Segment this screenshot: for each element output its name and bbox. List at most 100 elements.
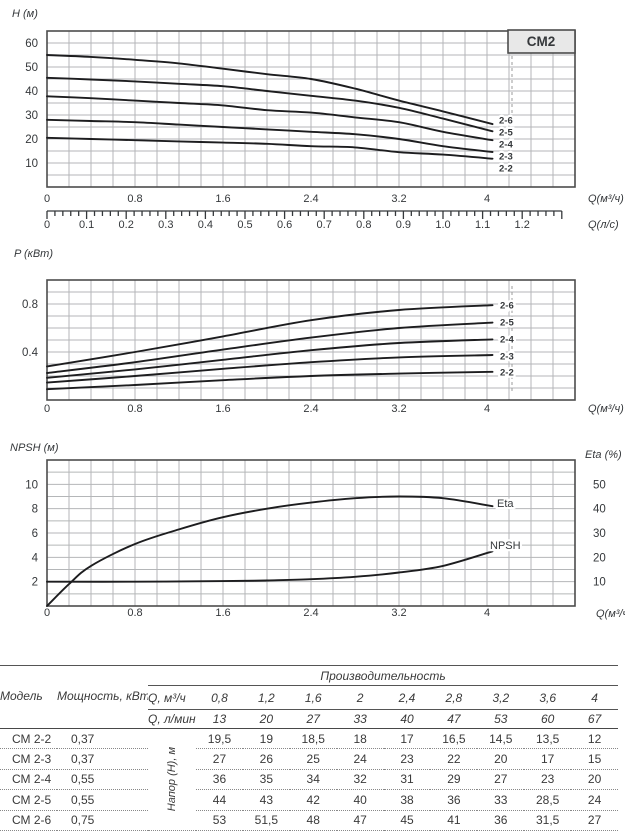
y-axis-title: NPSH (м): [10, 442, 59, 454]
table-row: СМ 2-4 0,55 36 35 34 32 31 29 27 23 20: [0, 769, 619, 791]
column-header-power: Мощность, кВт: [57, 665, 148, 729]
cell-head-value: 31,5: [524, 810, 572, 831]
curve-2-2: [46, 136, 494, 160]
curve-label-2-4: 2-4: [499, 140, 513, 151]
table-body: СМ 2-2 0,37 Напор (Н), м 19,5 19 18,5 18 17 16,5…: [0, 728, 619, 831]
q-m3h-value: 1,6: [289, 685, 337, 710]
secondary-axis-title: Q(л/с): [588, 219, 619, 231]
x-tick-label: 0: [44, 607, 50, 619]
y-tick-label: 0.4: [22, 347, 39, 359]
x-tick-label: 2.4: [303, 403, 318, 415]
curve-npsh: [46, 550, 494, 583]
y-tick-label: 8: [32, 504, 38, 516]
x-tick-label: 0: [44, 193, 50, 205]
x-tick-label: 4: [484, 193, 490, 205]
x-tick-label: 2.4: [303, 607, 318, 619]
curve-label-eta: Eta: [497, 498, 514, 510]
y2-tick-label: 30: [593, 528, 606, 540]
cell-power: 0,55: [57, 769, 148, 791]
table-row: СМ 2-6 0,75 53 51,5 48 47 45 41 36 31,5 27: [0, 810, 619, 831]
cell-head-value: 31: [383, 769, 431, 791]
q-m3h-value: 3,6: [524, 685, 572, 710]
x-tick-label: 1.6: [215, 403, 230, 415]
cell-head-value: 17: [524, 748, 572, 770]
cell-head-value: 24: [571, 789, 619, 811]
secondary-tick-label: 0.6: [277, 219, 292, 231]
secondary-tick-label: 1.0: [435, 219, 450, 231]
curve-2-3: [46, 354, 494, 384]
curve-label-2-5: 2-5: [499, 128, 513, 139]
secondary-tick-label: 0.4: [198, 219, 213, 231]
cell-head-value: 36: [196, 769, 243, 791]
x-tick-label: 4: [484, 403, 490, 415]
q-lmin-value: 67: [571, 709, 619, 729]
y2-tick-label: 50: [593, 479, 606, 491]
power-chart: 0 0.8 1.6 2.4 3.2 4 Q(м³/ч) 0.4 0.8 P (кВт) 2-6 2-5…: [14, 248, 624, 415]
row-header-q-m3h: Q, м³/ч: [148, 685, 196, 710]
cell-model: СМ 2-5: [0, 789, 57, 811]
q-m3h-value: 2,8: [430, 685, 478, 710]
cell-head-value: 32: [336, 769, 384, 791]
cell-head-value: 27: [571, 810, 619, 831]
x-tick-label: 3.2: [391, 403, 406, 415]
y-tick-label: 20: [25, 134, 38, 146]
table-header: Модель Мощность, кВт Производительность Q, …: [0, 665, 619, 729]
x-axis-title: Q(м³/ч): [588, 193, 624, 205]
x-axis-title: Q(м³/ч): [596, 608, 625, 620]
cell-head-value: 36: [430, 789, 478, 811]
curve-2-6: [46, 54, 494, 126]
cell-head-value: 38: [383, 789, 431, 811]
q-lmin-value: 60: [524, 709, 572, 729]
performance-table: Модель Мощность, кВт Производительность Q, …: [0, 665, 619, 831]
cell-head-value: 27: [477, 769, 525, 791]
row-header-q-lmin: Q, л/мин: [148, 709, 196, 729]
y2-tick-label: 20: [593, 552, 606, 564]
curve-label-2-3: 2-3: [499, 152, 513, 163]
cell-head-value: 12: [571, 728, 619, 750]
cell-head-value: 48: [289, 810, 337, 831]
y-tick-label: 30: [25, 110, 38, 122]
cell-head-value: 23: [383, 748, 431, 770]
table-row: СМ 2-3 0,37 27 26 25 24 23 22 20 17 15: [0, 748, 619, 770]
cell-head-value: 24: [336, 748, 384, 770]
table-header-row-q-lmin: Q, л/мин 13 20 27 33 40 47 53 60 67: [0, 709, 619, 729]
secondary-tick-label: 0.3: [158, 219, 173, 231]
npsh-eta-chart: 0 0.8 1.6 2.4 3.2 4 Q(м³/ч) 2 4 6 8 10 10 20 30 40 50 NPS…: [10, 442, 625, 620]
y-tick-label: 6: [32, 528, 38, 540]
cell-head-value: 40: [336, 789, 384, 811]
y-tick-label: 10: [25, 479, 38, 491]
curve-label-2-6: 2-6: [500, 301, 514, 312]
curve-label-2-3: 2-3: [500, 352, 514, 363]
cell-head-value: 23: [524, 769, 572, 791]
curve-2-2: [46, 370, 494, 391]
cell-head-value: 41: [430, 810, 478, 831]
y-tick-label: 0.8: [22, 299, 38, 311]
q-lmin-value: 13: [196, 709, 243, 729]
cell-head-value: 36: [477, 810, 525, 831]
cell-head-value: 44: [196, 789, 243, 811]
y2-tick-label: 40: [593, 504, 606, 516]
grid-lines: [47, 31, 575, 187]
y-axis-title: P (кВт): [14, 248, 53, 260]
secondary-tick-label: 0.5: [237, 219, 252, 231]
q-m3h-value: 2,4: [383, 685, 431, 710]
secondary-axis-ruler: [46, 210, 563, 219]
curve-label-2-6: 2-6: [499, 116, 513, 127]
cell-head-value: 25: [289, 748, 337, 770]
y-axis-title: H (м): [12, 8, 38, 20]
cell-head-value: 16,5: [430, 728, 478, 750]
cell-head-value: 47: [336, 810, 384, 831]
y-tick-label: 4: [32, 552, 39, 564]
q-m3h-value: 1,2: [242, 685, 290, 710]
table-header-row-q-m3h: Q, м³/ч 0,8 1,2 1,6 2 2,4 2,8 3,2 3,6 4: [0, 685, 619, 710]
curve-label-npsh: NPSH: [490, 540, 521, 552]
cell-head-value: 28,5: [524, 789, 572, 811]
cell-head-value: 34: [289, 769, 337, 791]
cell-head-value: 20: [477, 748, 525, 770]
q-lmin-value: 40: [383, 709, 431, 729]
cell-head-value: 33: [477, 789, 525, 811]
table-row: СМ 2-5 0,55 44 43 42 40 38 36 33 28,5 24: [0, 789, 619, 811]
column-header-performance: Производительность: [148, 665, 619, 686]
cell-head-value: 35: [242, 769, 290, 791]
